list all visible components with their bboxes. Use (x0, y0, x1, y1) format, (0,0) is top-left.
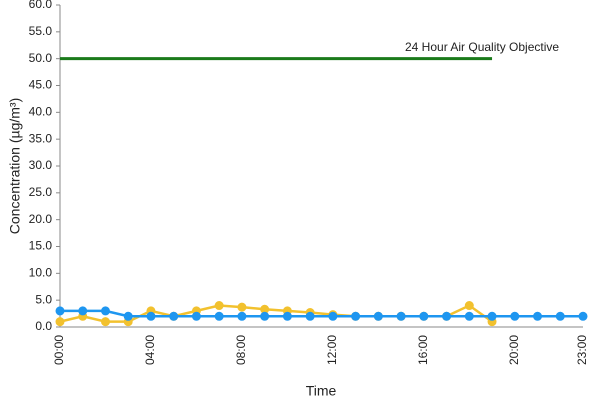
data-point (55, 306, 65, 316)
data-point (100, 306, 110, 316)
data-point (555, 311, 565, 321)
y-tick-label: 5.0 (35, 292, 52, 306)
data-point (191, 311, 201, 321)
y-tick-label: 15.0 (29, 239, 53, 253)
data-point (396, 311, 406, 321)
y-tick-label: 60.0 (29, 0, 53, 11)
data-point (55, 317, 65, 327)
x-tick-label: 16:00 (416, 335, 430, 365)
y-tick-label: 45.0 (29, 78, 53, 92)
data-point (328, 311, 338, 321)
y-tick-label: 10.0 (29, 266, 53, 280)
y-tick-label: 20.0 (29, 212, 53, 226)
data-point (351, 311, 361, 321)
data-point (169, 311, 179, 321)
y-tick-label: 0.0 (35, 319, 52, 333)
y-tick-label: 40.0 (29, 105, 53, 119)
data-point (237, 302, 247, 312)
annotation: 24 Hour Air Quality Objective (405, 40, 559, 54)
x-tick-label: 08:00 (234, 335, 248, 365)
data-point (214, 311, 224, 321)
data-point (78, 306, 88, 316)
data-point (373, 311, 383, 321)
x-tick-label: 20:00 (507, 335, 521, 365)
y-tick-label: 35.0 (29, 131, 53, 145)
x-tick-label: 00:00 (52, 335, 66, 365)
data-point (464, 311, 474, 321)
y-tick-label: 50.0 (29, 51, 53, 65)
y-tick-label: 25.0 (29, 185, 53, 199)
y-tick-label: 30.0 (29, 158, 53, 172)
data-point (146, 311, 156, 321)
data-point (510, 311, 520, 321)
data-point (237, 311, 247, 321)
data-point (260, 311, 270, 321)
y-tick-label: 55.0 (29, 24, 53, 38)
data-point (487, 311, 497, 321)
x-axis-label: Time (306, 383, 337, 399)
x-tick-label: 23:00 (575, 335, 589, 365)
data-point (305, 311, 315, 321)
data-point (464, 301, 474, 311)
data-point (419, 311, 429, 321)
data-point (533, 311, 543, 321)
data-point (282, 311, 292, 321)
data-point (123, 311, 133, 321)
data-point (442, 311, 452, 321)
data-point (578, 311, 588, 321)
data-point (214, 301, 224, 311)
y-axis-label: Concentration (µg/m³) (7, 98, 23, 234)
x-tick-label: 12:00 (325, 335, 339, 365)
data-point (100, 317, 110, 327)
x-tick-label: 04:00 (143, 335, 157, 365)
